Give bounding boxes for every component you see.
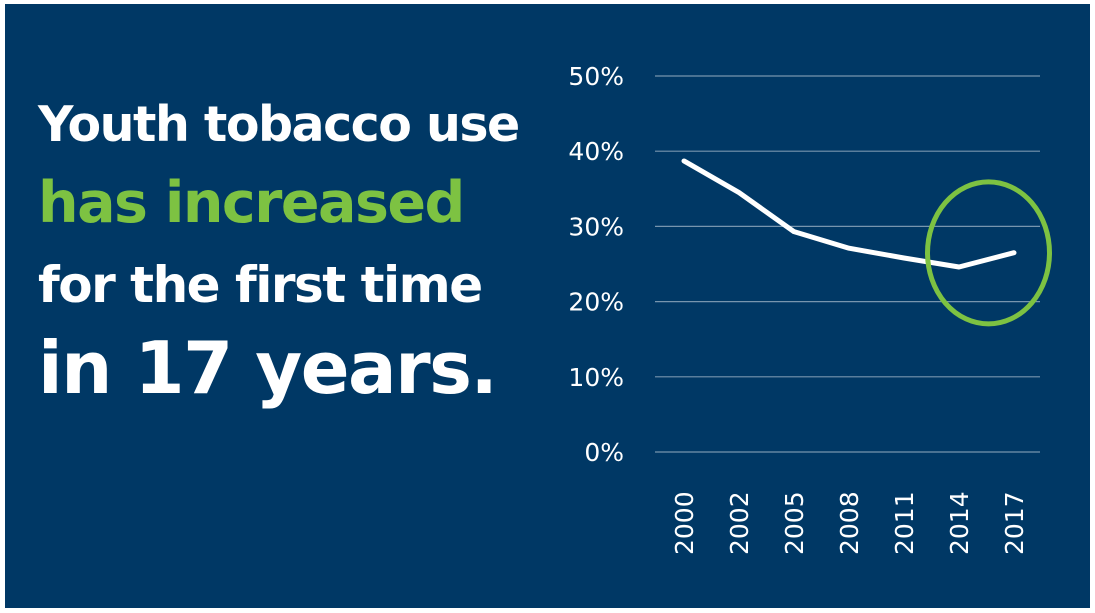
headline-line-3: for the first time [38, 256, 483, 314]
y-tick-label: 30% [568, 212, 624, 241]
headline-line-2: has increased [38, 170, 465, 236]
y-tick-label: 10% [568, 363, 624, 392]
headline-line-4: in 17 years. [38, 326, 498, 410]
background-panel [5, 4, 1090, 608]
grid-lines [655, 75, 1040, 453]
y-axis-ticks: 0% 10% 20% 30% 40% 50% [568, 62, 624, 467]
x-tick-label: 2000 [670, 491, 699, 555]
y-tick-label: 0% [584, 438, 624, 467]
y-tick-label: 50% [568, 62, 624, 91]
x-tick-label: 2017 [1000, 491, 1029, 555]
highlight-layer [925, 179, 1052, 327]
x-tick-label: 2008 [835, 491, 864, 555]
highlight-circle [925, 179, 1052, 327]
x-tick-label: 2005 [780, 491, 809, 555]
headline: Youth tobacco use has increased for the … [38, 100, 558, 404]
headline-line-1: Youth tobacco use [38, 96, 520, 153]
series-layer [681, 158, 1017, 270]
series-line [681, 158, 1017, 270]
x-axis-ticks: 2000 2002 2005 2008 2011 2014 2017 [670, 491, 1029, 555]
y-tick-label: 40% [568, 137, 624, 166]
x-tick-label: 2011 [890, 491, 919, 555]
y-tick-label: 20% [568, 288, 624, 317]
x-tick-label: 2014 [945, 491, 974, 555]
x-tick-label: 2002 [725, 491, 754, 555]
